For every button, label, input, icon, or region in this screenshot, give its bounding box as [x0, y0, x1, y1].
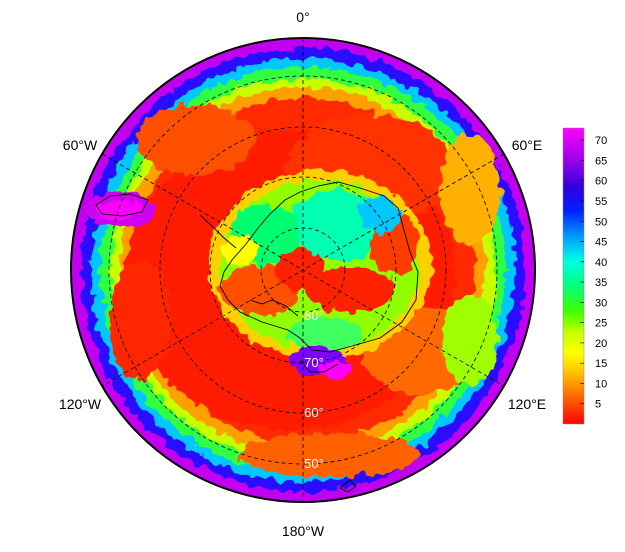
lon-label-180w: 180°W [282, 523, 325, 539]
colorbar-gradient [562, 127, 585, 425]
lon-label-0: 0° [296, 9, 309, 25]
colorbar-tick-label: 45 [595, 237, 607, 249]
colorbar-tick-label: 50 [595, 216, 607, 228]
colorbar-tick-label: 65 [595, 155, 607, 167]
colorbar-tick-label: 5 [595, 399, 601, 411]
lon-label-60e: 60°E [512, 137, 543, 153]
lat-label-80: 80° [304, 308, 324, 323]
lon-label-60w: 60°W [63, 137, 98, 153]
colorbar-tick-label: 15 [595, 358, 607, 370]
colorbar: 5 10 15 20 25 30 35 40 45 50 55 60 65 70 [562, 127, 607, 425]
lat-label-50: 50° [304, 456, 324, 471]
colorbar-tick-label: 55 [595, 196, 607, 208]
colorbar-tick-label: 20 [595, 338, 607, 350]
colorbar-tick-label: 10 [595, 378, 607, 390]
map-border [70, 37, 536, 503]
lon-label-120e: 120°E [508, 396, 546, 412]
colorbar-tick-label: 40 [595, 257, 607, 269]
colorbar-tick-label: 35 [595, 277, 607, 289]
graticule [101, 38, 505, 502]
colorbar-tick-label: 70 [595, 135, 607, 147]
colorbar-tick-label: 25 [595, 318, 607, 330]
lat-label-60: 60° [304, 405, 324, 420]
colorbar-tick-label: 60 [595, 176, 607, 188]
lon-label-120w: 120°W [59, 396, 102, 412]
lat-label-70: 70° [304, 355, 324, 370]
colorbar-tick-label: 30 [595, 297, 607, 309]
